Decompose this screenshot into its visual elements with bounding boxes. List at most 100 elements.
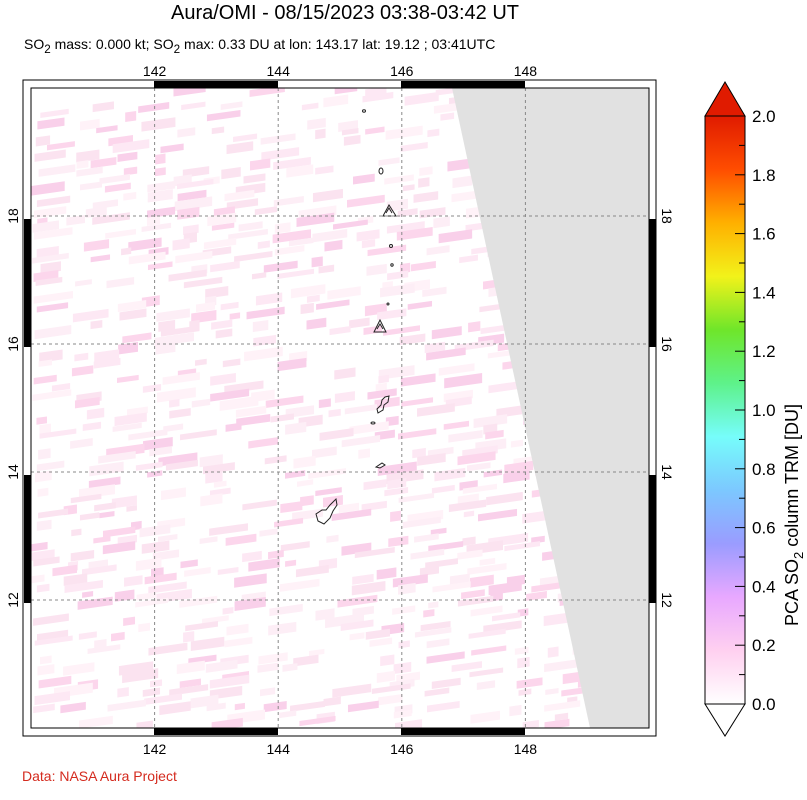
so2-pixel	[31, 574, 45, 584]
colorbar-tick-label: 0.0	[752, 695, 776, 714]
so2-pixel	[40, 655, 52, 665]
so2-pixel	[419, 166, 433, 177]
lon-tick-label-bottom: 144	[267, 741, 291, 757]
so2-pixel	[361, 500, 387, 512]
so2-pixel	[220, 101, 243, 110]
so2-pixel	[34, 325, 72, 340]
colorbar-ticks: 0.0 0.2 0.4 0.6 0.8 1.0 1.2 1.4 1.6 1.8 2.0	[735, 107, 776, 714]
so2-pixel	[141, 222, 172, 233]
so2-pixel	[286, 164, 314, 178]
so2-pixel	[358, 448, 370, 459]
so2-pixel	[79, 715, 113, 728]
so2-pixel	[344, 404, 378, 415]
so2-pixel	[315, 608, 335, 621]
so2-pixel	[448, 499, 487, 513]
so2-pixel	[142, 383, 162, 393]
so2-pixel	[417, 403, 455, 417]
so2-pixel	[312, 188, 343, 203]
so2-pixel	[107, 699, 146, 712]
island-maug	[378, 167, 384, 175]
so2-pixel	[419, 207, 446, 219]
so2-pixel	[274, 517, 304, 528]
so2-pixel	[457, 451, 496, 466]
so2-pixel	[349, 632, 365, 641]
so2-pixel	[418, 177, 430, 188]
so2-pixel	[157, 534, 178, 542]
so2-pixel	[492, 612, 521, 622]
so2-pixel	[334, 88, 358, 95]
so2-pixel	[206, 702, 226, 712]
so2-pixel	[318, 398, 331, 409]
so2-pixel	[318, 264, 335, 274]
so2-pixel	[144, 693, 183, 705]
lat-tick-label-left: 18	[5, 208, 21, 224]
so2-pixel	[37, 664, 55, 676]
so2-pixel	[161, 487, 186, 501]
so2-pixel	[468, 628, 506, 639]
so2-pixel	[440, 112, 455, 121]
so2-pixel	[112, 139, 150, 154]
so2-pixel	[471, 246, 488, 255]
frame-bar-bottom-2	[401, 728, 525, 735]
so2-pixel	[419, 565, 439, 577]
so2-pixel	[210, 388, 250, 402]
so2-pixel	[424, 687, 450, 697]
colorbar-max-arrow	[704, 81, 746, 117]
so2-pixel	[99, 173, 130, 185]
so2-pixel	[470, 605, 503, 617]
so2-pixel	[165, 459, 198, 471]
so2-pixel	[37, 117, 65, 130]
lon-tick-label-top: 146	[390, 63, 414, 79]
so2-pixel	[451, 661, 482, 672]
so2-pixel	[254, 206, 277, 216]
so2-pixel	[121, 247, 132, 256]
so2-pixel	[337, 594, 378, 608]
so2-pixel	[471, 645, 507, 656]
so2-pixel	[71, 528, 82, 537]
so2-pixel	[476, 680, 496, 691]
so2-pixel	[123, 166, 138, 176]
so2-pixel	[427, 128, 440, 138]
so2-pixel	[452, 175, 473, 189]
so2-pixel	[341, 435, 381, 448]
so2-pixel	[82, 564, 117, 576]
so2-pixel	[52, 564, 77, 577]
so2-pixel	[35, 470, 52, 483]
colorbar-tick-label: 0.4	[752, 577, 776, 596]
so2-pixel	[425, 558, 458, 569]
lon-tick-label-bottom: 148	[514, 741, 538, 757]
so2-pixel	[414, 533, 439, 543]
so2-pixel	[33, 290, 74, 304]
so2-pixel	[163, 423, 184, 433]
island-guam	[315, 497, 338, 525]
so2-pixel	[34, 227, 73, 240]
so2-pixel	[154, 332, 194, 347]
so2-pixel	[63, 662, 95, 676]
so2-pixel	[35, 135, 51, 147]
so2-pixel	[293, 455, 316, 469]
no-data-swath	[452, 88, 649, 728]
so2-pixel	[251, 272, 267, 280]
so2-pixel	[185, 621, 218, 632]
so2-pixel	[35, 276, 63, 286]
colorbar-tick-label: 1.0	[752, 401, 776, 420]
so2-pixel	[160, 143, 184, 154]
so2-pixel	[236, 414, 271, 427]
so2-pixel	[544, 659, 580, 673]
so2-pixel	[33, 556, 60, 567]
so2-pixel	[66, 214, 86, 226]
so2-pixel	[349, 317, 370, 329]
so2-pixel	[268, 621, 297, 636]
frame-bar-right	[649, 219, 656, 347]
so2-pixel	[158, 319, 176, 332]
so2-pixel	[195, 301, 215, 313]
colorbar: 0.0 0.2 0.4 0.6 0.8 1.0 1.2 1.4 1.6 1.8 2.0 PCA SO…	[704, 81, 806, 737]
so2-pixel	[340, 619, 374, 631]
so2-pixel	[273, 156, 311, 170]
so2-pixel	[225, 422, 242, 432]
map-inner-frame	[30, 87, 650, 729]
so2-pixel	[431, 484, 455, 494]
so2-pixel	[46, 141, 75, 151]
so2-pixel	[457, 549, 483, 560]
